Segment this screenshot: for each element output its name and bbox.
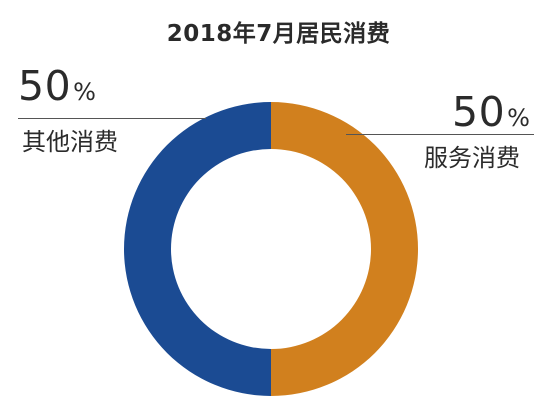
slice-percent-right: 50% <box>452 92 530 133</box>
leader-line-right <box>346 134 534 135</box>
slice-unit-left: % <box>73 78 96 106</box>
chart-title: 2018年7月居民消费 <box>166 21 391 47</box>
donut-slice-1 <box>124 102 271 396</box>
slice-label-right: 50% <box>452 92 530 133</box>
slice-category-right-wrap: 服务消费 <box>424 146 520 170</box>
slice-category-left: 其他消费 <box>22 128 118 156</box>
slice-percent-left: 50% <box>18 66 96 107</box>
donut-slice-0 <box>271 102 418 396</box>
slice-category-left-wrap: 其他消费 <box>22 130 118 154</box>
slice-value-left: 50 <box>18 62 72 110</box>
slice-unit-right: % <box>507 104 530 132</box>
leader-line-left <box>18 118 206 119</box>
slice-category-right: 服务消费 <box>424 144 520 172</box>
slice-value-right: 50 <box>452 88 506 136</box>
slice-label-left: 50% <box>18 66 96 107</box>
